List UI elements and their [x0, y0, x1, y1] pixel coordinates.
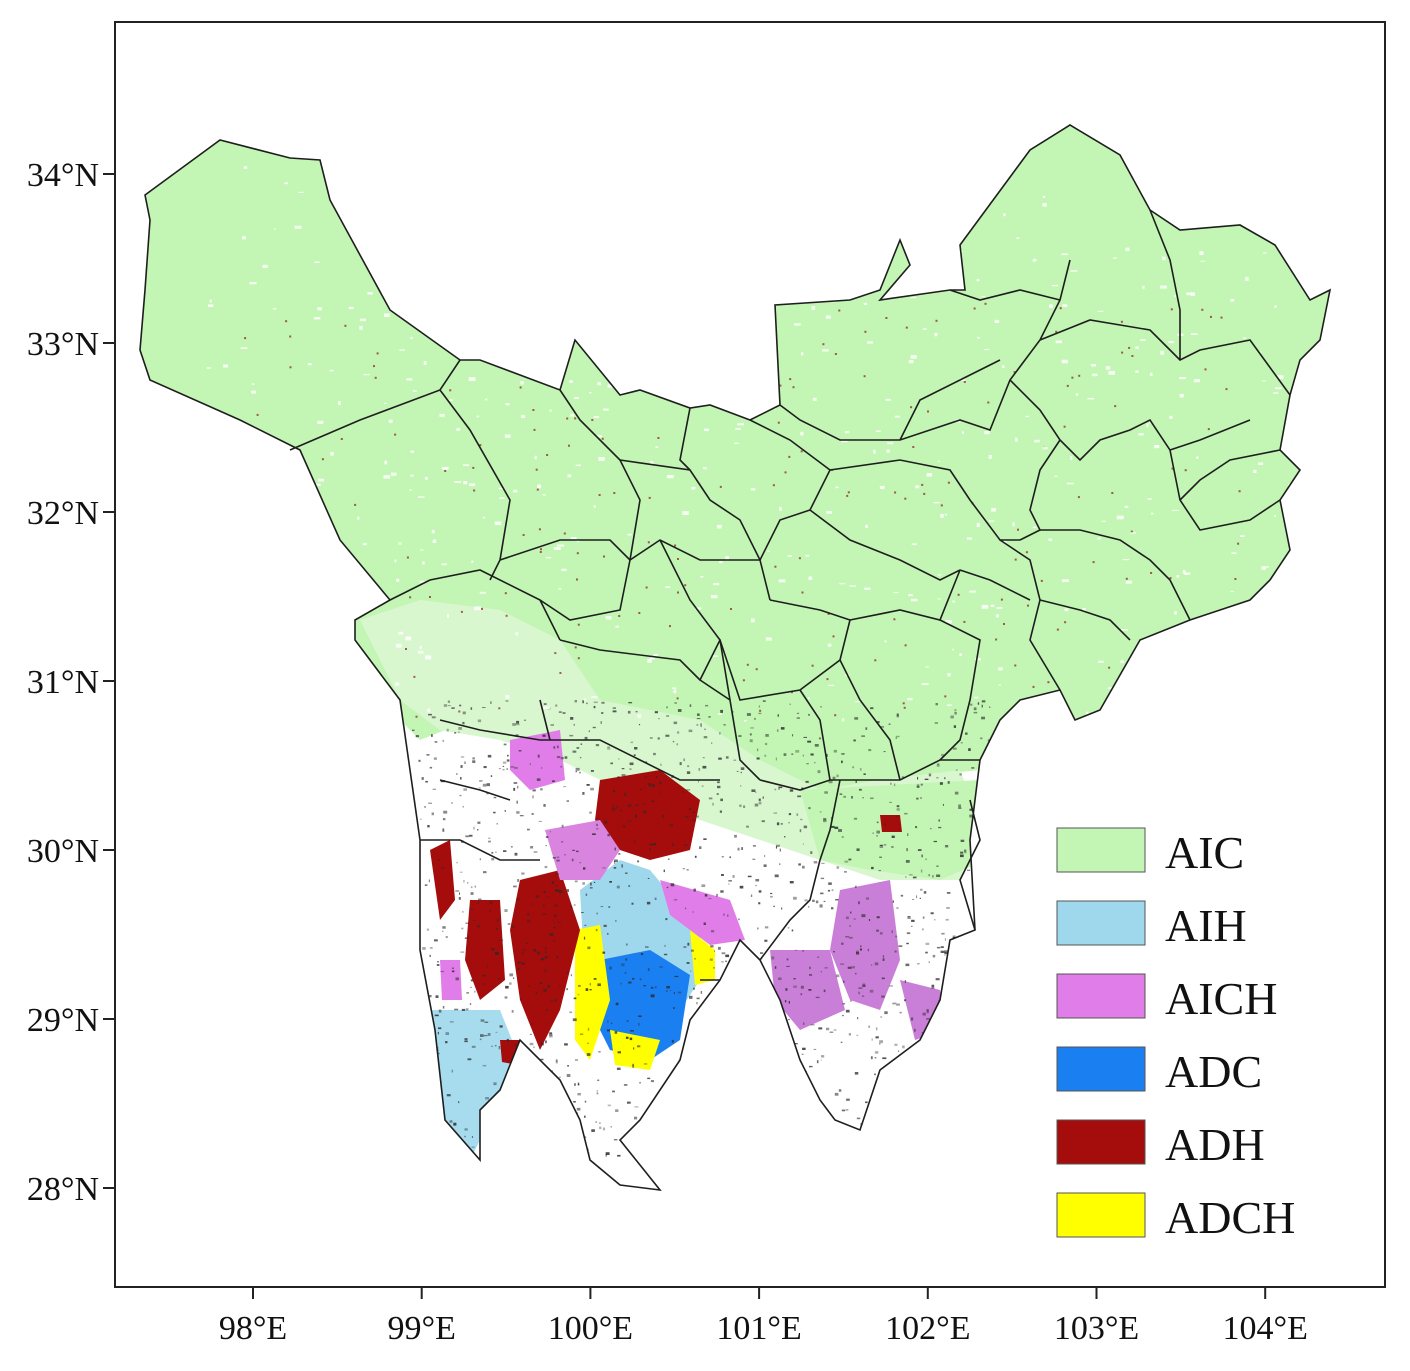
legend: AIC AIH AICH ADC ADH ADCH — [1056, 827, 1295, 1243]
lat-axis: 34°N 33°N 32°N 31°N 30°N 29°N 28°N — [27, 157, 115, 1208]
lon-tick-label-98: 98°E — [219, 1310, 287, 1347]
aich-zone-1 — [510, 730, 565, 790]
legend-label-adh: ADH — [1165, 1119, 1265, 1170]
aich-zone-3 — [660, 880, 745, 945]
legend-swatch-aih — [1056, 900, 1146, 946]
lat-tick-label-31: 31°N — [27, 664, 99, 701]
legend-label-adc: ADC — [1165, 1046, 1262, 1097]
legend-swatch-adch — [1056, 1192, 1146, 1238]
lon-tick-label-103: 103°E — [1054, 1310, 1139, 1347]
adh-zone-4 — [430, 840, 455, 920]
lon-tick-label-102: 102°E — [885, 1310, 970, 1347]
lon-tick-label-99: 99°E — [388, 1310, 456, 1347]
region-outline — [139, 124, 1332, 1192]
legend-label-adch: ADCH — [1165, 1192, 1295, 1243]
legend-swatch-adc — [1056, 1046, 1146, 1092]
lon-tick-label-101: 101°E — [716, 1310, 801, 1347]
adch-zone — [575, 925, 610, 1060]
lat-tick-label-32: 32°N — [27, 495, 99, 532]
aich-zone-2 — [545, 820, 620, 880]
aich-zone-7 — [440, 960, 462, 1000]
adh-zone-1 — [595, 770, 700, 860]
county-boundaries — [139, 124, 1332, 1192]
adch-zone-2 — [690, 930, 715, 985]
lat-tick-label-29: 29°N — [27, 1002, 99, 1039]
aich-zone-5 — [770, 950, 845, 1030]
lon-tick-label-100: 100°E — [548, 1310, 633, 1347]
legend-swatch-aic — [1056, 827, 1146, 873]
lat-tick-label-33: 33°N — [27, 326, 99, 363]
legend-label-aic: AIC — [1165, 827, 1244, 878]
aich-zone-4 — [830, 880, 900, 1010]
legend-label-aich: AICH — [1165, 973, 1277, 1024]
legend-swatch-aich — [1056, 973, 1146, 1019]
legend-swatch-adh — [1056, 1119, 1146, 1165]
lat-tick-label-28: 28°N — [27, 1171, 99, 1208]
lon-tick-label-104: 104°E — [1223, 1310, 1308, 1347]
lat-tick-label-30: 30°N — [27, 833, 99, 870]
lat-tick-label-34: 34°N — [27, 157, 99, 194]
lon-axis: 98°E 99°E 100°E 101°E 102°E 103°E 104°E — [219, 1287, 1308, 1347]
legend-label-aih: AIH — [1165, 900, 1247, 951]
adh-zone-6 — [880, 815, 902, 832]
adch-zone-3 — [610, 1030, 660, 1070]
adh-zone-3 — [465, 900, 505, 1000]
